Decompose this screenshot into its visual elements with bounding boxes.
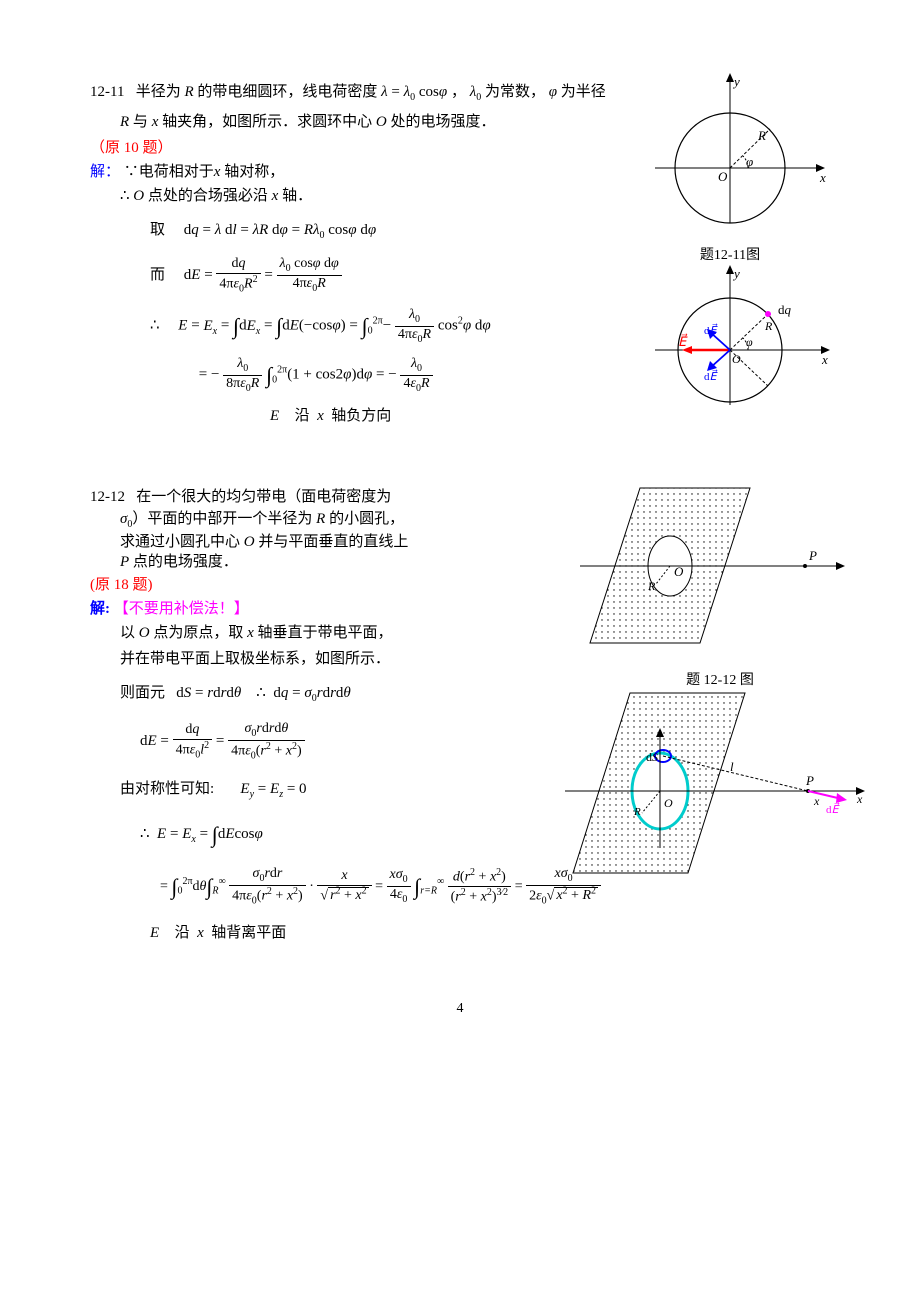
svg-text:O: O: [674, 564, 684, 579]
R-label: R: [757, 128, 766, 143]
circle-diagram-svg: y x O R φ: [620, 68, 840, 233]
and-label: 而: [150, 267, 165, 283]
svg-text:dq: dq: [778, 302, 792, 317]
phi-label: φ: [746, 154, 753, 169]
sol-line1: ∵电荷相对于x 轴对称，: [124, 164, 284, 180]
dS-label: 则面元: [120, 685, 165, 701]
plane-diagram2-svg: dS l O R P x x dE⃗: [560, 683, 880, 883]
svg-text:x: x: [856, 792, 863, 806]
problem-12-11: 12-11 半径为 R 的带电细圆环，线电荷密度 λ = λ0 cosφ ， λ…: [90, 80, 830, 428]
sol-label: 解：: [90, 164, 120, 180]
problem-number-12: 12-12: [90, 489, 125, 505]
svg-text:R: R: [647, 579, 656, 593]
svg-text:l: l: [730, 759, 734, 774]
circle-diagram2-svg: y x O R φ dq E⃗ dE⃗ dE⃗: [600, 260, 860, 415]
svg-text:dE⃗: dE⃗: [826, 802, 841, 816]
title-12-l1: 在一个很大的均匀带电（面电荷密度为: [136, 489, 391, 505]
diagram-12-12a: O R P 题 12-12 图: [570, 468, 870, 692]
svg-text:R: R: [764, 319, 773, 333]
page-number: 4: [457, 998, 464, 1020]
svg-text:P: P: [805, 773, 814, 788]
warning-12: 【不要用补偿法！】: [114, 601, 249, 617]
svg-text:O: O: [664, 796, 673, 810]
E-12-dir: E⃗ 沿 x 轴背离平面: [90, 921, 830, 945]
svg-text:dS: dS: [646, 750, 658, 764]
plane-diagram-svg: O R P: [570, 468, 870, 658]
problem-12-12: 12-12 在一个很大的均匀带电（面电荷密度为 σ0）平面的中部开一个半径为 R…: [90, 488, 830, 945]
svg-text:dE⃗: dE⃗: [704, 369, 719, 383]
diagram-12-12b: dS l O R P x x dE⃗: [560, 683, 880, 891]
sol-label-12: 解:: [90, 601, 110, 617]
svg-text:x: x: [821, 352, 828, 367]
svg-text:O: O: [732, 352, 741, 366]
diagram-12-11a: y x O R φ 题12-11图: [620, 68, 840, 267]
svg-text:R: R: [633, 806, 641, 818]
x-label: x: [819, 170, 826, 185]
sym-label: 由对称性可知:: [120, 781, 214, 797]
svg-text:dE⃗: dE⃗: [704, 323, 719, 337]
svg-text:E⃗: E⃗: [678, 334, 688, 349]
O-label: O: [718, 169, 728, 184]
svg-text:P: P: [808, 548, 817, 563]
svg-text:y: y: [732, 266, 740, 281]
title-text: 半径为 R 的带电细圆环，线电荷密度 λ = λ0 cosφ ， λ0 为常数，…: [136, 84, 606, 100]
diagram-12-11b: y x O R φ dq E⃗ dE⃗ dE⃗: [600, 260, 860, 423]
svg-text:φ: φ: [746, 335, 753, 349]
therefore-1: ∴: [150, 318, 160, 334]
problem-number: 12-11: [90, 84, 124, 100]
y-label: y: [732, 74, 740, 89]
take-label: 取: [150, 222, 165, 238]
svg-text:x: x: [813, 794, 820, 808]
